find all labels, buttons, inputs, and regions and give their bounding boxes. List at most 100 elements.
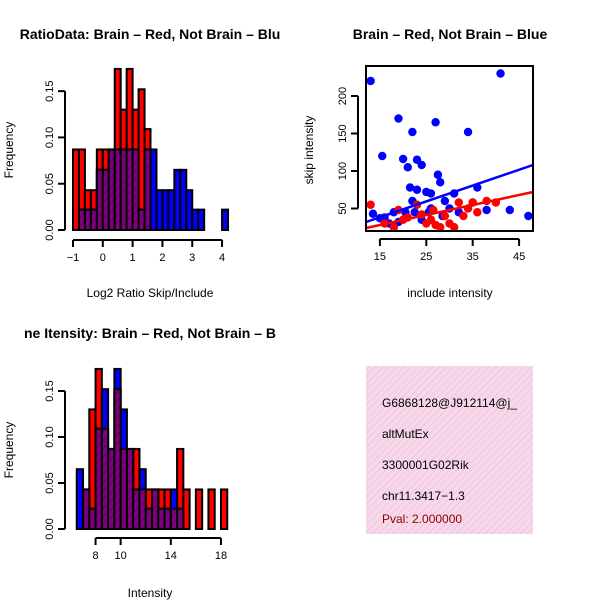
scatter-point-not-brain — [440, 196, 450, 206]
ratio-histogram-x-tick-label: 2 — [159, 252, 165, 264]
scatter-point-brain — [454, 198, 463, 207]
ratio-histogram-bar-overlap-hatch — [78, 209, 85, 230]
intensity-scatter-y-tick-label: 200 — [337, 87, 349, 105]
intensity-histogram-bar-brain — [207, 488, 216, 531]
ratio-histogram-bar-overlap-hatch — [114, 149, 121, 230]
intensity-histogram-x-tick-label: 8 — [93, 550, 99, 562]
ratio-histogram-bar-not-brain — [197, 208, 206, 232]
scatter-point-not-brain — [496, 69, 505, 78]
ratio-histogram-y-tick-label: 0.15 — [44, 80, 56, 101]
ratio-histogram-bar-overlap-hatch — [108, 149, 115, 230]
scatter-point-not-brain — [431, 118, 440, 127]
ratio-histogram-bar-overlap-hatch — [138, 209, 145, 230]
scatter-point-not-brain — [403, 163, 412, 172]
intensity-histogram-x-tick-label: 14 — [165, 550, 177, 562]
scatter-point-not-brain — [394, 114, 403, 123]
scatter-point-not-brain — [368, 209, 378, 218]
info-panel-texture — [366, 366, 533, 534]
scatter-point-not-brain — [482, 205, 491, 215]
ratio-histogram-bar-not-brain — [221, 208, 230, 232]
scatter-point-not-brain — [366, 76, 375, 86]
intensity-scatter-x-tick-label: 15 — [374, 251, 386, 263]
intensity-scatter-y-tick-label: 100 — [337, 162, 349, 180]
scatter-point-not-brain — [378, 151, 387, 161]
ratio-histogram-bar-overlap-hatch — [102, 169, 109, 230]
intensity-scatter-x-tick-label: 25 — [420, 251, 432, 263]
scatter-point-brain — [473, 208, 482, 217]
scatter-point-not-brain — [398, 154, 408, 164]
intensity-histogram-bar-overlap-hatch — [83, 489, 90, 529]
scatter-point-not-brain — [433, 170, 443, 179]
scatter-point-not-brain — [412, 185, 422, 194]
intensity-histogram-bar-overlap-hatch — [133, 489, 140, 529]
intensity-histogram-xlabel: Intensity — [128, 586, 173, 600]
ratio-histogram-bar-overlap-hatch — [126, 149, 133, 230]
scatter-point-brain — [459, 211, 468, 221]
fit-line-not-brain — [365, 163, 534, 224]
scatter-point-brain — [389, 223, 399, 232]
scatter-point-not-brain — [426, 189, 436, 198]
ratio-histogram-x-tick-label: −1 — [67, 252, 80, 264]
info-panel: G6868128@J912114@j_ altMutEx 3300001G02R… — [366, 366, 533, 534]
scatter-point-not-brain — [524, 211, 533, 221]
intensity-histogram-bar-brain — [219, 488, 229, 531]
intensity-histogram-y-tick-label: 0.00 — [44, 518, 56, 539]
ratio-histogram-bar-overlap-hatch — [132, 149, 139, 230]
scatter-point-not-brain — [436, 178, 445, 187]
intensity-histogram-bar-overlap-hatch — [139, 489, 146, 529]
intensity-histogram-y-tick-label: 0.15 — [44, 380, 56, 401]
intensity-histogram-bar-overlap-hatch — [114, 389, 121, 529]
intensity-scatter-y-tick-label: 50 — [337, 202, 349, 214]
ratio-histogram-bar-overlap-hatch — [96, 169, 103, 230]
intensity-histogram-bar-overlap-hatch — [164, 508, 171, 529]
intensity-histogram-bar-brain — [194, 488, 204, 531]
scatter-point-not-brain — [410, 208, 419, 217]
intensity-histogram: ne Itensity: Brain – Red, Not Brain – B … — [2, 325, 276, 600]
scatter-point-not-brain — [463, 127, 473, 137]
intensity-scatter-y-tick-label: 150 — [337, 124, 349, 142]
ratio-histogram-y-tick-label: 0.05 — [44, 173, 56, 194]
intensity-histogram-bar-overlap-hatch — [158, 508, 165, 529]
ratio-histogram: RatioData: Brain – Red, Not Brain – Blu … — [2, 26, 280, 300]
ratio-histogram-x-tick-label: 4 — [219, 252, 225, 264]
info-gene-name: 3300001G02Rik — [382, 458, 470, 472]
intensity-histogram-x-tick-label: 10 — [115, 550, 127, 562]
intensity-scatter-ylabel: skip intensity — [302, 116, 316, 185]
scatter-point-not-brain — [505, 205, 515, 215]
scatter-point-not-brain — [405, 183, 415, 192]
intensity-histogram-ylabel: Frequency — [2, 422, 16, 479]
ratio-histogram-bar-overlap-hatch — [120, 149, 127, 230]
ratio-histogram-bar-overlap-hatch — [84, 209, 91, 230]
intensity-histogram-y-tick-label: 0.05 — [44, 472, 56, 493]
ratio-histogram-x-tick-label: 1 — [130, 252, 136, 264]
intensity-histogram-bar-overlap-hatch — [126, 448, 134, 529]
intensity-histogram-bar-overlap-hatch — [152, 489, 159, 529]
scatter-point-not-brain — [408, 127, 417, 137]
info-location: chr11.3417−1.3 — [382, 489, 465, 503]
ratio-histogram-bar-overlap-hatch — [90, 209, 97, 230]
intensity-scatter-x-tick-label: 35 — [467, 251, 479, 263]
intensity-histogram-bar-overlap-hatch — [120, 448, 127, 529]
info-event-type: altMutEx — [382, 427, 429, 441]
ratio-histogram-bar-overlap-hatch — [144, 149, 151, 230]
intensity-histogram-bar-overlap-hatch — [145, 508, 152, 529]
intensity-histogram-bar-overlap-hatch — [170, 508, 178, 529]
info-gene-id: G6868128@J912114@j_ — [382, 396, 517, 410]
ratio-histogram-xlabel: Log2 Ratio Skip/Include — [87, 286, 214, 300]
scatter-plot-frame — [365, 65, 534, 232]
ratio-histogram-title: RatioData: Brain – Red, Not Brain – Blu — [20, 26, 281, 42]
ratio-histogram-x-tick-label: 0 — [100, 252, 106, 264]
intensity-scatter-title: Brain – Red, Not Brain – Blue — [353, 26, 548, 42]
intensity-histogram-bar-overlap-hatch — [108, 448, 115, 529]
info-pvalue: Pval: 2.000000 — [382, 512, 462, 526]
intensity-scatter-xlabel: include intensity — [407, 286, 492, 300]
ratio-histogram-y-tick-label: 0.10 — [44, 127, 56, 148]
intensity-histogram-bar-overlap-hatch — [89, 508, 96, 529]
scatter-point-brain — [449, 223, 459, 232]
intensity-scatter: Brain – Red, Not Brain – Blue 15 25 35 45 5… — [302, 26, 547, 300]
intensity-histogram-y-tick-label: 0.10 — [44, 426, 56, 447]
scatter-point-not-brain — [417, 160, 426, 170]
intensity-histogram-title: ne Itensity: Brain – Red, Not Brain – B — [24, 325, 276, 341]
intensity-histogram-bar-overlap-hatch — [95, 428, 102, 529]
